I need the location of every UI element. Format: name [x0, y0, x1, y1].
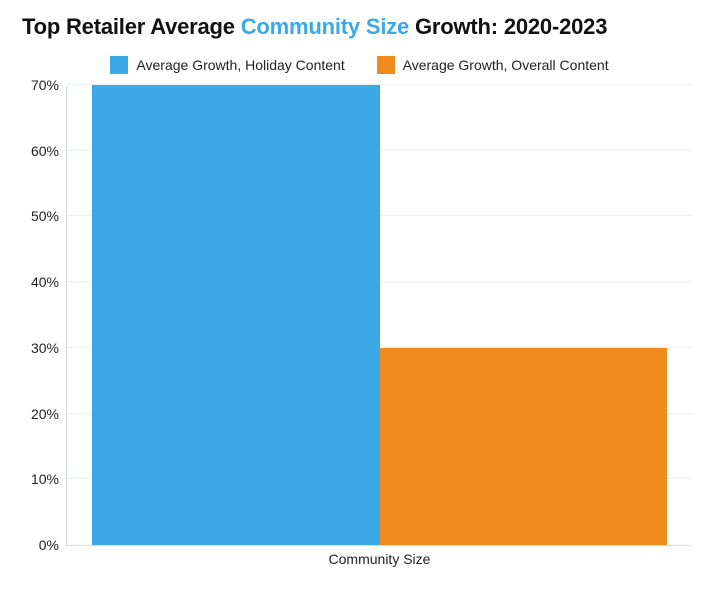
y-tick-label: 50%	[31, 208, 59, 224]
title-prefix: Top Retailer Average	[22, 14, 241, 39]
plot-area: Community Size 0%10%20%30%40%50%60%70%	[66, 86, 692, 546]
title-suffix: Growth: 2020-2023	[409, 14, 607, 39]
legend-swatch-0	[110, 56, 128, 74]
chart-title: Top Retailer Average Community Size Grow…	[22, 14, 607, 40]
y-tick-label: 70%	[31, 77, 59, 93]
legend: Average Growth, Holiday Content Average …	[0, 56, 719, 77]
y-tick-label: 30%	[31, 340, 59, 356]
y-tick-label: 0%	[39, 537, 59, 553]
y-tick-label: 10%	[31, 471, 59, 487]
legend-item-0: Average Growth, Holiday Content	[110, 56, 344, 74]
y-tick-label: 40%	[31, 274, 59, 290]
bar-1	[380, 348, 668, 545]
bar-0	[92, 85, 380, 545]
legend-swatch-1	[377, 56, 395, 74]
legend-label-1: Average Growth, Overall Content	[403, 57, 609, 73]
legend-label-0: Average Growth, Holiday Content	[136, 57, 344, 73]
x-axis-label: Community Size	[67, 551, 692, 567]
y-tick-label: 60%	[31, 143, 59, 159]
y-tick-label: 20%	[31, 406, 59, 422]
legend-item-1: Average Growth, Overall Content	[377, 56, 609, 74]
title-highlight: Community Size	[241, 14, 409, 39]
